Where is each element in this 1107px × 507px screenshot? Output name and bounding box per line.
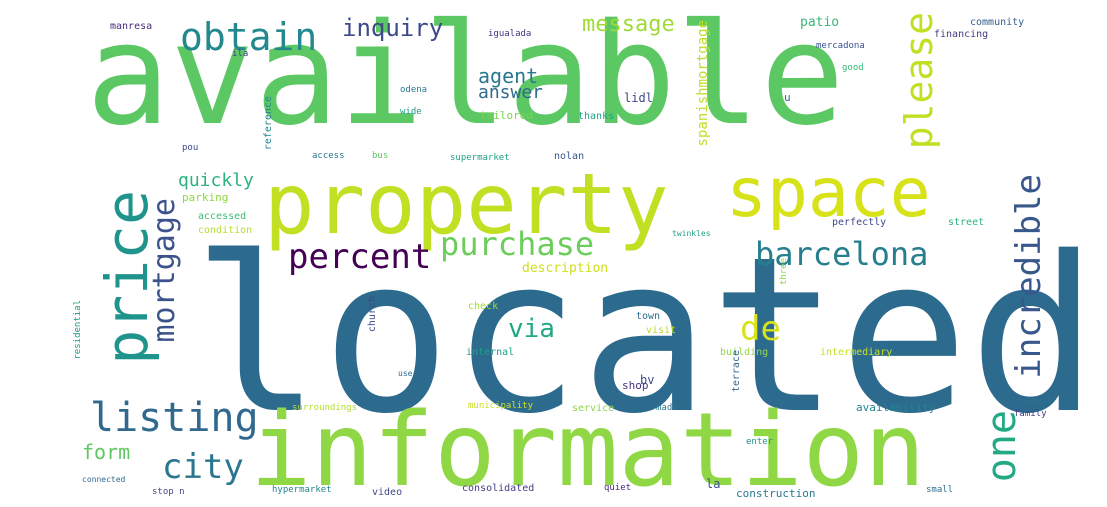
word-family: family bbox=[1014, 409, 1047, 419]
word-visit: visit bbox=[646, 325, 677, 336]
word-enter: enter bbox=[746, 437, 774, 447]
word-via: via bbox=[508, 314, 555, 344]
word-consolidated: consolidated bbox=[462, 483, 535, 494]
word-construction: construction bbox=[736, 487, 816, 500]
word-community: community bbox=[970, 17, 1025, 28]
word-perfectly: perfectly bbox=[832, 217, 887, 228]
word-twinkles: twinkles bbox=[672, 229, 711, 238]
word-shop: shop bbox=[622, 379, 649, 392]
word-barcelona: barcelona bbox=[755, 235, 929, 273]
word-located: located bbox=[192, 210, 1099, 461]
word-please: please bbox=[897, 12, 941, 150]
word-financing: financing bbox=[934, 29, 989, 40]
word-small: small bbox=[926, 485, 954, 495]
word-percent: percent bbox=[288, 237, 432, 277]
word-agent: agent bbox=[478, 64, 539, 88]
word-spanishmortgage: spanishmortgage bbox=[695, 20, 711, 147]
word-internal: internal bbox=[466, 347, 515, 358]
word-ila: ila bbox=[232, 49, 249, 59]
word-service: service bbox=[572, 403, 615, 414]
word-residential: residential bbox=[73, 300, 83, 360]
word-accessed: accessed bbox=[198, 211, 247, 222]
word-lidl: lidl bbox=[624, 91, 653, 105]
word-supermarket: supermarket bbox=[450, 153, 510, 163]
word-message: message bbox=[582, 12, 675, 37]
word-information: information bbox=[250, 391, 926, 507]
word-pou: pou bbox=[182, 143, 199, 153]
word-street: street bbox=[948, 217, 985, 228]
word-one: one bbox=[979, 410, 1025, 483]
word-stop-n: stop n bbox=[152, 487, 185, 497]
word-bus: bus bbox=[372, 151, 389, 161]
word-terrace: terrace bbox=[731, 350, 742, 393]
word-igualada: igualada bbox=[488, 29, 532, 39]
word-patio: patio bbox=[800, 15, 840, 30]
word-available: available bbox=[86, 0, 845, 157]
word-u: u bbox=[784, 91, 791, 104]
word-use: use bbox=[398, 369, 413, 378]
word-mortgage: mortgage bbox=[147, 198, 182, 343]
word-space: space bbox=[726, 154, 931, 233]
word-building: building bbox=[720, 347, 769, 358]
word-listing: listing bbox=[90, 395, 259, 441]
word-church: church bbox=[367, 296, 378, 333]
word-km: km bbox=[342, 317, 353, 327]
word-nolan: nolan bbox=[554, 151, 585, 162]
word-thanks: thanks bbox=[578, 111, 615, 122]
word-municipality: municipality bbox=[468, 401, 534, 411]
word-form: form bbox=[82, 440, 131, 464]
word-la: la bbox=[706, 477, 721, 491]
word-answer: answer bbox=[478, 82, 544, 103]
word-connected: connected bbox=[82, 475, 126, 484]
word-manresa: manresa bbox=[110, 21, 153, 32]
word-mercadona: mercadona bbox=[816, 41, 865, 51]
word-odena: odena bbox=[400, 85, 428, 95]
word-bv: bv bbox=[640, 373, 655, 387]
word-connect: connect bbox=[1018, 397, 1052, 406]
word-obtain: obtain bbox=[180, 15, 318, 59]
word-intermediary: intermediary bbox=[820, 347, 893, 358]
word-tailored: tailored bbox=[480, 109, 533, 122]
word-inquiry: inquiry bbox=[342, 14, 444, 42]
word-hypermarket: hypermarket bbox=[272, 485, 332, 495]
word-availability: availability bbox=[856, 401, 936, 414]
word-description: description bbox=[522, 261, 609, 276]
word-quickly: quickly bbox=[178, 170, 254, 191]
word-purchase: purchase bbox=[440, 225, 595, 263]
word-town: town bbox=[636, 311, 661, 322]
word-good: good bbox=[842, 63, 864, 73]
word-reference: reference bbox=[263, 96, 274, 151]
word-incredible: incredible bbox=[1009, 174, 1049, 379]
word-de: de bbox=[740, 309, 781, 349]
word-parking: parking bbox=[182, 191, 229, 204]
word-city: city bbox=[162, 447, 244, 487]
word-video: video bbox=[372, 487, 403, 498]
word-made: made bbox=[656, 403, 678, 413]
word-check: check bbox=[468, 301, 499, 312]
word-access: access bbox=[312, 151, 345, 161]
word-wide: wide bbox=[400, 107, 422, 117]
word-property: property bbox=[264, 155, 669, 253]
word-quiet: quiet bbox=[604, 483, 632, 493]
word-condition: condition bbox=[198, 225, 253, 236]
word-surroundings: surroundings bbox=[292, 403, 358, 413]
word-three: three bbox=[779, 258, 789, 286]
